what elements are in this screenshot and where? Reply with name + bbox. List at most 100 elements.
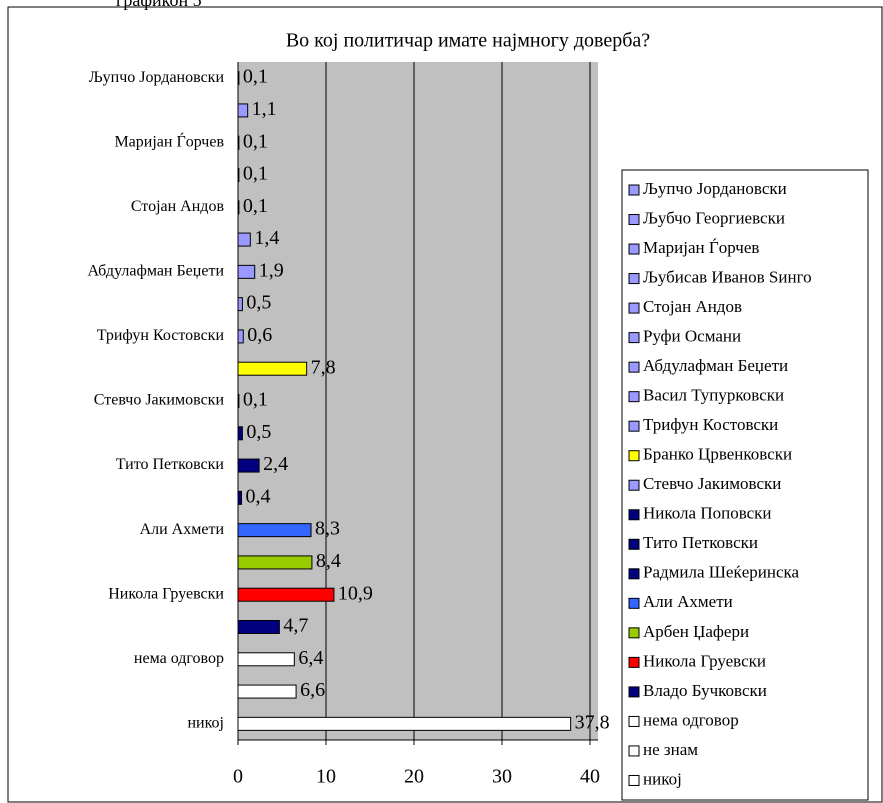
- value-label: 6,6: [300, 679, 325, 701]
- legend-label: Стевчо Јакимовски: [643, 474, 781, 493]
- bar: [237, 620, 280, 634]
- legend-swatch: [628, 715, 640, 727]
- value-label: 1,4: [254, 227, 279, 249]
- bar: [237, 200, 240, 215]
- value-label: 37,8: [575, 711, 610, 733]
- legend-swatch: [628, 686, 640, 698]
- legend-swatch: [628, 184, 640, 196]
- bar: [237, 297, 243, 312]
- bar: [237, 329, 244, 344]
- bar: [237, 684, 297, 699]
- legend-swatch: [628, 656, 640, 668]
- y-tick-label: нема одговор: [134, 650, 224, 667]
- legend-swatch: [628, 302, 640, 314]
- legend-label: Љубисав Иванов Ѕинго: [643, 267, 812, 286]
- legend-swatch: [628, 420, 640, 432]
- y-tick-label: Никола Груевски: [108, 585, 224, 602]
- legend-label: Владо Бучковски: [643, 681, 767, 700]
- y-tick-label: Тито Петковски: [116, 456, 225, 473]
- legend-swatch: [628, 745, 640, 757]
- value-label: 0,5: [246, 292, 271, 314]
- legend-swatch: [628, 450, 640, 462]
- y-tick-label: никој: [187, 715, 224, 732]
- legend-swatch: [628, 332, 640, 344]
- value-label: 0,1: [243, 130, 268, 152]
- y-tick-label: Љупчо Јордановски: [89, 69, 225, 86]
- value-label: 0,1: [243, 163, 268, 185]
- legend-label: Васил Тупурковски: [643, 386, 784, 405]
- bar: [237, 716, 572, 731]
- legend-swatch: [628, 568, 640, 580]
- y-tick-label: Али Ахмети: [140, 521, 225, 538]
- legend-label: Али Ахмети: [643, 592, 733, 611]
- legend-swatch: [628, 243, 640, 255]
- bar: [237, 394, 240, 408]
- legend-swatch: [628, 774, 640, 786]
- chart-title: Во кој политичар имате најмногу доверба?: [286, 30, 650, 52]
- bar: [237, 71, 240, 86]
- y-tick-label: Стевчо Јакимовски: [94, 392, 225, 409]
- bar: [237, 135, 240, 150]
- legend-label: Љубчо Георгиевски: [643, 208, 785, 227]
- value-label: 4,7: [283, 615, 308, 637]
- caption-mask: [0, 0, 883, 6]
- value-label: 8,4: [316, 550, 341, 572]
- legend-swatch: [628, 627, 640, 639]
- x-tick-label: 10: [316, 766, 336, 788]
- legend-label: Радмила Шеќеринска: [643, 563, 800, 582]
- value-label: 0,6: [247, 324, 272, 346]
- y-tick-label: Абдулафман Беџети: [87, 263, 224, 280]
- x-tick-label: 30: [492, 766, 512, 788]
- legend-swatch: [628, 214, 640, 226]
- legend-swatch: [628, 273, 640, 285]
- y-tick-label: Стојан Андов: [131, 198, 225, 215]
- legend-label: Трифун Костовски: [643, 415, 778, 434]
- legend-box: [621, 169, 869, 801]
- bar: [237, 587, 335, 602]
- legend-label: Тито Петковски: [643, 533, 758, 552]
- value-label: 8,3: [315, 518, 340, 540]
- bar: [237, 490, 243, 505]
- bar: [237, 652, 295, 667]
- legend-swatch: [628, 391, 640, 403]
- legend-label: Никола Поповски: [643, 504, 772, 523]
- x-tick-label: 20: [404, 766, 424, 788]
- value-label: 7,8: [311, 356, 336, 378]
- value-label: 10,9: [338, 582, 373, 604]
- bar: [237, 264, 256, 279]
- legend-label: Стојан Андов: [643, 297, 742, 316]
- value-label: 2,4: [263, 453, 288, 475]
- bar: [237, 103, 249, 118]
- caption: графикон 5: [116, 0, 202, 10]
- legend-label: Арбен Џафери: [643, 622, 749, 641]
- plot-area: [238, 62, 598, 740]
- legend-label: Маријан Ѓорчев: [643, 238, 759, 257]
- bar: [237, 426, 243, 441]
- bar: [237, 168, 240, 182]
- legend-label: Абдулафман Беџети: [643, 356, 788, 375]
- x-tick-label: 40: [580, 766, 600, 788]
- bar: [237, 555, 313, 570]
- value-label: 0,1: [243, 389, 268, 411]
- y-tick-label: Маријан Ѓорчев: [114, 131, 224, 150]
- legend-swatch: [628, 509, 640, 521]
- legend-swatch: [628, 361, 640, 373]
- legend-label: никој: [643, 769, 682, 788]
- value-label: 1,1: [252, 98, 277, 120]
- y-tick-label: Трифун Костовски: [97, 327, 225, 344]
- x-tick-label: 0: [233, 766, 243, 788]
- legend-label: не знам: [643, 740, 698, 759]
- value-label: 0,1: [243, 195, 268, 217]
- legend-label: Љупчо Јордановски: [643, 179, 787, 198]
- bar: [237, 458, 260, 473]
- value-label: 0,4: [246, 485, 271, 507]
- legend-swatch: [628, 479, 640, 491]
- bar: [237, 523, 312, 538]
- value-label: 1,9: [259, 259, 284, 281]
- legend-label: нема одговор: [643, 710, 739, 729]
- legend-swatch: [628, 538, 640, 550]
- value-label: 6,4: [298, 647, 323, 669]
- value-label: 0,5: [246, 421, 271, 443]
- value-label: 0,1: [243, 66, 268, 88]
